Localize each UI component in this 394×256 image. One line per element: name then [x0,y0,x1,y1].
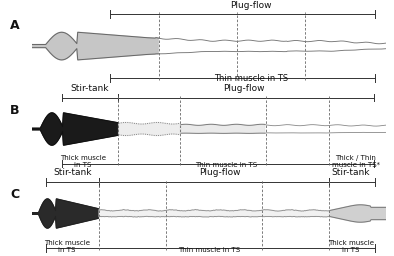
Text: C: C [10,188,19,201]
Polygon shape [32,32,159,60]
Text: Thick muscle
in TS: Thick muscle in TS [60,155,106,168]
Text: Thick muscle
in TS: Thick muscle in TS [328,240,374,253]
Text: B: B [10,104,20,117]
Text: Plug-flow: Plug-flow [223,84,265,93]
Text: Thick muscle
in TS: Thick muscle in TS [44,240,90,253]
Polygon shape [32,199,98,228]
Polygon shape [330,205,386,222]
Polygon shape [32,113,118,145]
Polygon shape [266,125,386,133]
Polygon shape [181,124,265,133]
Text: Thin muscle in TS: Thin muscle in TS [195,162,258,168]
Polygon shape [160,38,386,54]
Text: Plug-flow: Plug-flow [199,168,240,177]
Polygon shape [119,123,180,135]
Text: Stir-tank: Stir-tank [331,168,370,177]
Text: Plug-flow: Plug-flow [230,1,272,10]
Polygon shape [99,210,329,217]
Text: Stir-tank: Stir-tank [53,168,91,177]
Text: A: A [10,19,20,32]
Text: Thick / Thin
muscle in TS*: Thick / Thin muscle in TS* [332,155,380,168]
Text: Thin muscle in TS: Thin muscle in TS [178,247,240,253]
Text: Thin muscle in TS: Thin muscle in TS [214,74,288,83]
Text: Stir-tank: Stir-tank [71,84,109,93]
